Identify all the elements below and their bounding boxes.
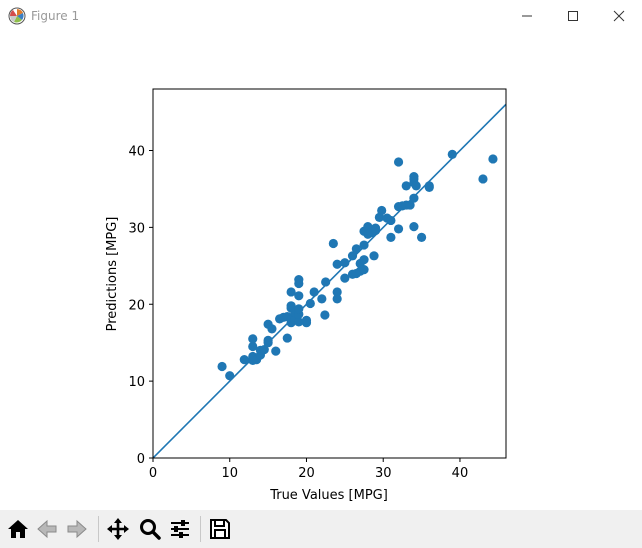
- data-point: [267, 324, 277, 334]
- data-point: [386, 232, 396, 242]
- plot-area-group: [153, 103, 506, 458]
- data-point: [301, 315, 312, 325]
- data-point: [271, 346, 281, 356]
- data-point: [294, 304, 304, 314]
- data-point: [409, 193, 419, 203]
- data-point: [409, 222, 419, 232]
- data-point: [282, 333, 292, 343]
- zoom-button[interactable]: [136, 515, 164, 543]
- data-point: [359, 255, 369, 265]
- x-tick-label: 40: [452, 466, 469, 481]
- data-point: [248, 334, 258, 344]
- data-point: [263, 335, 273, 345]
- home-icon: [8, 520, 28, 538]
- axes-frame: [152, 88, 507, 459]
- back-icon: [37, 519, 57, 539]
- data-point: [401, 181, 411, 191]
- pan-icon: [107, 518, 129, 540]
- x-tick-label: 10: [221, 466, 238, 481]
- data-point: [359, 240, 369, 250]
- data-point: [411, 181, 421, 191]
- forward-icon: [67, 519, 87, 539]
- data-point: [286, 301, 296, 311]
- home-button[interactable]: [4, 515, 32, 543]
- scatter-chart: 0 10 20 30 40 0 10 20 30 40 True Values [MPG] Pre…: [105, 88, 507, 503]
- y-tick-label: 0: [137, 452, 145, 467]
- x-tick-label: 30: [375, 466, 392, 481]
- minimize-icon: [522, 15, 532, 17]
- window-title: Figure 1: [31, 9, 80, 23]
- window-titlebar: Figure 1: [0, 0, 642, 32]
- matplotlib-logo-icon: [8, 7, 26, 25]
- data-point: [393, 224, 404, 234]
- y-tick-label: 40: [128, 145, 145, 160]
- close-button[interactable]: [596, 0, 642, 32]
- data-point: [351, 244, 361, 254]
- data-point: [320, 310, 330, 320]
- figure-canvas[interactable]: 0 10 20 30 40 0 10 20 30 40 True Values [MPG] Pre…: [0, 32, 642, 510]
- save-button[interactable]: [206, 515, 234, 543]
- data-point: [370, 223, 381, 233]
- save-icon: [210, 519, 230, 539]
- zoom-icon: [140, 519, 161, 540]
- data-point: [332, 259, 342, 269]
- data-point: [377, 205, 387, 216]
- data-point: [416, 232, 427, 242]
- minimize-button[interactable]: [504, 0, 550, 32]
- data-point: [340, 273, 350, 283]
- close-icon: [613, 10, 625, 22]
- data-point: [374, 212, 384, 222]
- x-tick-label: 20: [298, 466, 315, 481]
- data-point: [317, 294, 327, 304]
- maximize-icon: [568, 11, 578, 21]
- data-point: [447, 149, 457, 159]
- y-tick-label: 20: [128, 298, 145, 313]
- data-point: [217, 361, 227, 372]
- data-point: [239, 355, 249, 365]
- chart-ticks-group: 0 10 20 30 40 0 10 20 30 40: [128, 145, 468, 482]
- data-point: [259, 345, 269, 355]
- data-point: [332, 294, 342, 304]
- data-point: [340, 258, 350, 268]
- toolbar-separator: [98, 516, 99, 542]
- toolbar-separator: [200, 516, 201, 542]
- data-point: [248, 341, 258, 352]
- y-tick-label: 30: [128, 221, 145, 236]
- data-point: [359, 265, 369, 275]
- data-point: [409, 172, 419, 182]
- configure-subplots-button[interactable]: [166, 515, 194, 543]
- data-point: [369, 251, 379, 261]
- back-button[interactable]: [33, 515, 61, 543]
- data-point: [405, 200, 415, 210]
- data-point: [386, 215, 396, 226]
- forward-button[interactable]: [63, 515, 91, 543]
- data-point: [225, 371, 235, 381]
- y-axis-label: Predictions [MPG]: [105, 217, 120, 332]
- data-point: [305, 298, 315, 309]
- navigation-toolbar: [0, 510, 642, 548]
- data-point: [347, 251, 358, 261]
- configure-subplots-icon: [171, 520, 189, 538]
- x-axis-label: True Values [MPG]: [269, 488, 388, 503]
- data-point: [332, 287, 342, 297]
- data-point: [488, 154, 498, 164]
- data-point: [321, 277, 331, 287]
- data-point: [424, 181, 434, 191]
- data-point: [328, 238, 338, 249]
- data-point: [294, 275, 304, 285]
- data-point: [309, 287, 319, 297]
- pan-button[interactable]: [104, 515, 132, 543]
- data-point: [286, 287, 296, 297]
- data-point: [294, 291, 304, 301]
- data-point: [294, 317, 304, 327]
- data-point: [393, 157, 404, 167]
- data-point: [478, 174, 488, 184]
- chart-marks-group: [152, 88, 507, 459]
- y-tick-label: 10: [128, 375, 145, 390]
- x-tick-label: 0: [149, 466, 157, 481]
- maximize-button[interactable]: [550, 0, 596, 32]
